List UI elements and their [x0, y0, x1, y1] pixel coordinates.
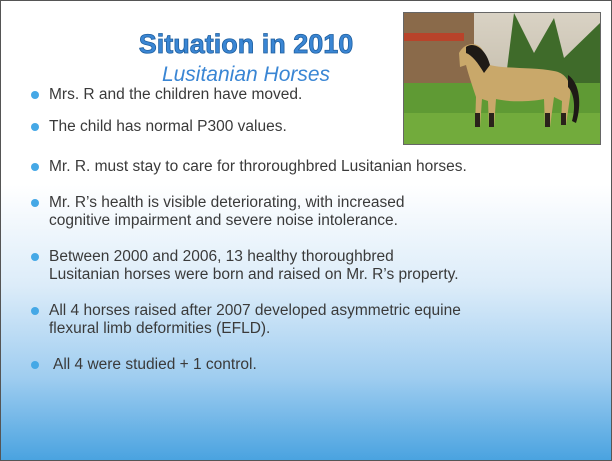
- bullet-dot: [31, 163, 39, 171]
- bullet-item: The child has normal P300 values.: [49, 118, 287, 136]
- bullet-dot: [31, 91, 39, 99]
- bullet-line: All 4 were studied + 1 control.: [53, 356, 257, 373]
- bullet-line: Mr. R’s health is visible deteriorating,…: [49, 194, 405, 211]
- bullet-dot: [31, 199, 39, 207]
- bullet-dot: [31, 253, 39, 261]
- bullet-item: Mrs. R and the children have moved.: [49, 86, 302, 104]
- slide-subtitle: Lusitanian Horses: [161, 63, 331, 86]
- slide-title: Situation in 2010: [138, 29, 354, 60]
- bullet-line: cognitive impairment and severe noise in…: [49, 212, 398, 229]
- bullet-line: Mr. R. must stay to care for throroughbr…: [49, 158, 467, 175]
- bullet-line: The child has normal P300 values.: [49, 118, 287, 135]
- bullet-dot: [31, 123, 39, 131]
- bullet-line: Lusitanian horses were born and raised o…: [49, 266, 459, 283]
- bullet-item: Mr. R. must stay to care for throroughbr…: [49, 158, 467, 176]
- bullet-item: All 4 were studied + 1 control.: [53, 356, 257, 374]
- bullet-item: Mr. R’s health is visible deteriorating,…: [49, 194, 405, 230]
- bullet-line: All 4 horses raised after 2007 developed…: [49, 302, 461, 319]
- bullet-item: Between 2000 and 2006, 13 healthy thorou…: [49, 248, 459, 284]
- bullet-item: All 4 horses raised after 2007 developed…: [49, 302, 461, 338]
- bullet-dot: [31, 361, 39, 369]
- horse-photo: [403, 12, 601, 145]
- bullet-line: Mrs. R and the children have moved.: [49, 86, 303, 103]
- bullet-line: Between 2000 and 2006, 13 healthy thorou…: [49, 248, 394, 265]
- bullet-dot: [31, 307, 39, 315]
- bullet-line: flexural limb deformities (EFLD).: [49, 320, 271, 337]
